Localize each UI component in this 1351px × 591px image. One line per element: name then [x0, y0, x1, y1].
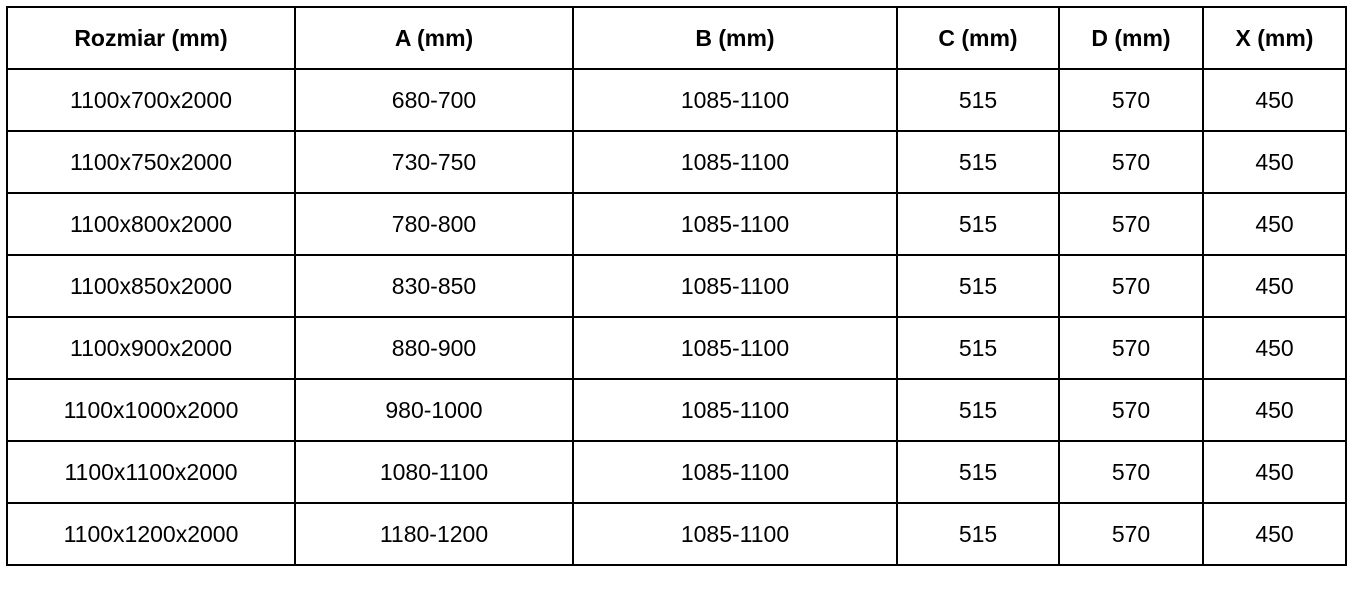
table-cell: 515 — [896, 192, 1060, 256]
table-cell: 680-700 — [294, 68, 574, 132]
table-cell: 450 — [1202, 440, 1347, 504]
table-cell: 570 — [1058, 192, 1204, 256]
table-row: 1100x800x2000 780-800 1085-1100 515 570 450 — [6, 192, 1347, 256]
table-cell: 1100x1200x2000 — [6, 502, 296, 566]
table-cell: 1085-1100 — [572, 68, 898, 132]
table-cell: 570 — [1058, 68, 1204, 132]
column-header: X (mm) — [1202, 6, 1347, 70]
table-cell: 1100x750x2000 — [6, 130, 296, 194]
column-header: Rozmiar (mm) — [6, 6, 296, 70]
table-row: 1100x1200x2000 1180-1200 1085-1100 515 570 45… — [6, 502, 1347, 566]
table-cell: 515 — [896, 254, 1060, 318]
table-cell: 515 — [896, 316, 1060, 380]
table-cell: 515 — [896, 440, 1060, 504]
table-cell: 515 — [896, 68, 1060, 132]
table-cell: 570 — [1058, 440, 1204, 504]
table-row: 1100x750x2000 730-750 1085-1100 515 570 450 — [6, 130, 1347, 194]
table-cell: 515 — [896, 130, 1060, 194]
column-header: B (mm) — [572, 6, 898, 70]
table-cell: 515 — [896, 378, 1060, 442]
table-cell: 1080-1100 — [294, 440, 574, 504]
table-cell: 570 — [1058, 316, 1204, 380]
table-cell: 570 — [1058, 502, 1204, 566]
table-cell: 1085-1100 — [572, 502, 898, 566]
table-cell: 780-800 — [294, 192, 574, 256]
table-cell: 450 — [1202, 502, 1347, 566]
table-cell: 570 — [1058, 130, 1204, 194]
table-row: 1100x850x2000 830-850 1085-1100 515 570 450 — [6, 254, 1347, 318]
table-row: 1100x1000x2000 980-1000 1085-1100 515 570 450 — [6, 378, 1347, 442]
table-row: 1100x700x2000 680-700 1085-1100 515 570 450 — [6, 68, 1347, 132]
table-cell: 880-900 — [294, 316, 574, 380]
table-cell: 1085-1100 — [572, 316, 898, 380]
header-row: Rozmiar (mm) A (mm) B (mm) C (mm) D (mm) X (m… — [6, 6, 1347, 70]
table-cell: 570 — [1058, 378, 1204, 442]
dimensions-table: Rozmiar (mm) A (mm) B (mm) C (mm) D (mm) X (m… — [6, 6, 1347, 566]
table-cell: 450 — [1202, 254, 1347, 318]
table-cell: 515 — [896, 502, 1060, 566]
table-cell: 1100x850x2000 — [6, 254, 296, 318]
table-cell: 1100x1100x2000 — [6, 440, 296, 504]
column-header: C (mm) — [896, 6, 1060, 70]
table-cell: 450 — [1202, 378, 1347, 442]
column-header: A (mm) — [294, 6, 574, 70]
table-row: 1100x900x2000 880-900 1085-1100 515 570 450 — [6, 316, 1347, 380]
table-cell: 1085-1100 — [572, 192, 898, 256]
table-cell: 1100x1000x2000 — [6, 378, 296, 442]
table-cell: 830-850 — [294, 254, 574, 318]
table-cell: 570 — [1058, 254, 1204, 318]
table-cell: 980-1000 — [294, 378, 574, 442]
column-header: D (mm) — [1058, 6, 1204, 70]
table-cell: 1100x800x2000 — [6, 192, 296, 256]
table-cell: 1180-1200 — [294, 502, 574, 566]
table-cell: 1085-1100 — [572, 378, 898, 442]
table-cell: 450 — [1202, 68, 1347, 132]
table-cell: 1100x900x2000 — [6, 316, 296, 380]
table-cell: 1085-1100 — [572, 254, 898, 318]
table-cell: 450 — [1202, 316, 1347, 380]
table-cell: 450 — [1202, 192, 1347, 256]
table-cell: 730-750 — [294, 130, 574, 194]
table-cell: 450 — [1202, 130, 1347, 194]
table-cell: 1100x700x2000 — [6, 68, 296, 132]
table-cell: 1085-1100 — [572, 440, 898, 504]
table-row: 1100x1100x2000 1080-1100 1085-1100 515 570 45… — [6, 440, 1347, 504]
table-cell: 1085-1100 — [572, 130, 898, 194]
